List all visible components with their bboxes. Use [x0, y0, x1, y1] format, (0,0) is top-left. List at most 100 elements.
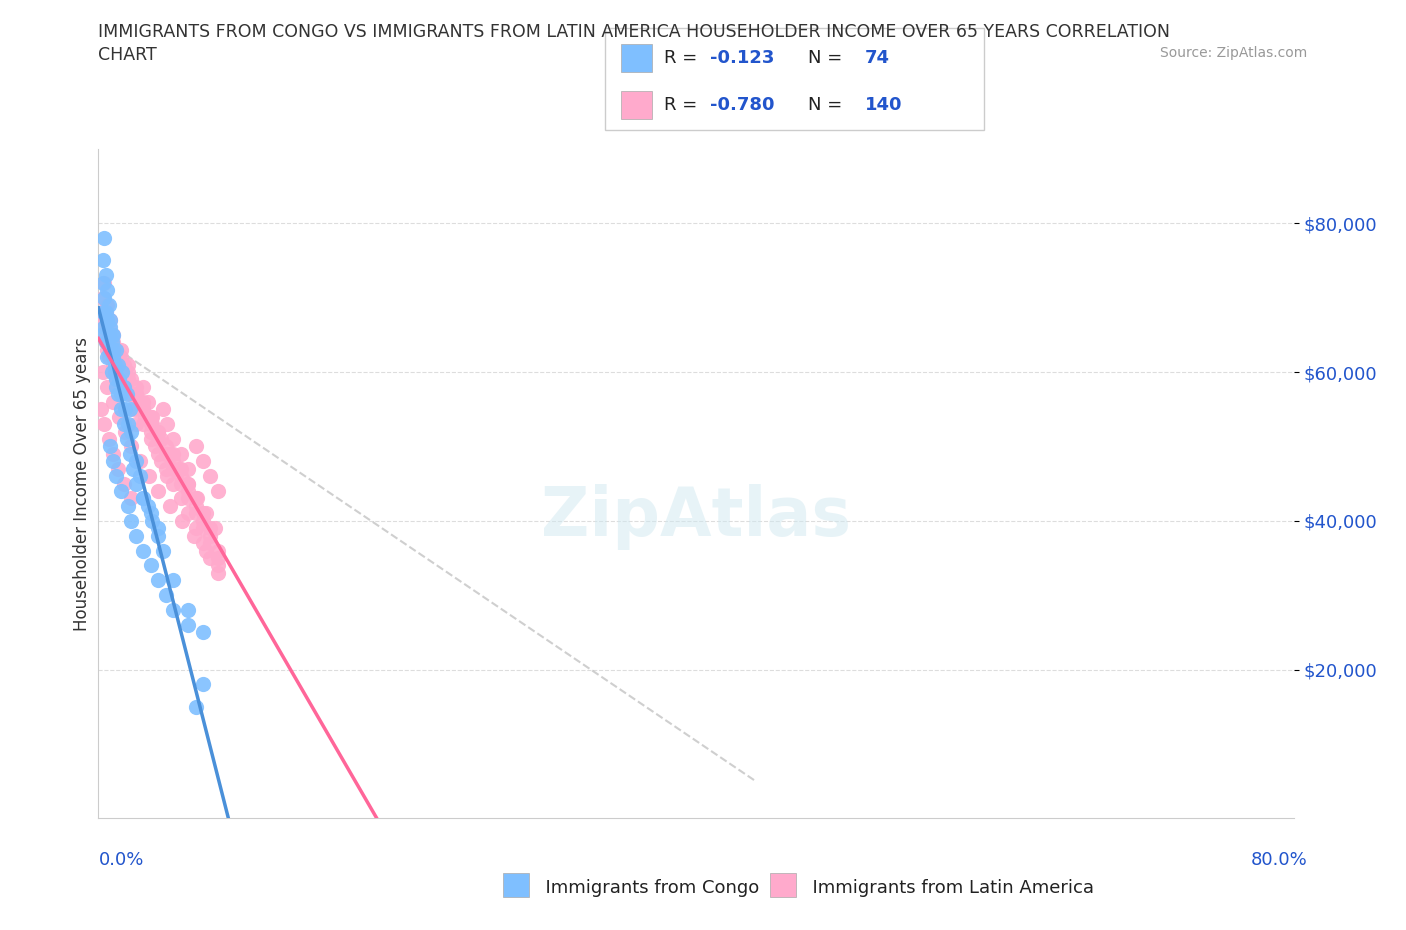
Point [94, 335, 117, 350]
Point [117, 365, 139, 379]
Point [132, 379, 155, 394]
Point [139, 409, 162, 424]
Text: 80.0%: 80.0% [1251, 851, 1308, 869]
Point [112, 379, 135, 394]
Point [98, 439, 122, 454]
Point [110, 350, 132, 365]
Point [141, 417, 163, 432]
Point [200, 528, 222, 543]
Point [98, 320, 122, 335]
Point [111, 365, 134, 379]
Point [125, 379, 148, 394]
Point [177, 476, 200, 491]
Point [94, 305, 117, 320]
Point [139, 506, 162, 521]
Point [120, 513, 142, 528]
Point [115, 387, 138, 402]
Point [103, 327, 125, 342]
Point [155, 446, 177, 461]
Point [134, 409, 156, 424]
FancyBboxPatch shape [621, 44, 652, 72]
Point [120, 439, 142, 454]
Text: Immigrants from Congo: Immigrants from Congo [534, 879, 759, 897]
Point [120, 491, 142, 506]
Point [104, 365, 127, 379]
Point [184, 506, 207, 521]
Point [112, 357, 135, 372]
Point [91, 365, 114, 379]
Text: IMMIGRANTS FROM CONGO VS IMMIGRANTS FROM LATIN AMERICA HOUSEHOLDER INCOME OVER 6: IMMIGRANTS FROM CONGO VS IMMIGRANTS FROM… [98, 23, 1170, 41]
Point [97, 320, 120, 335]
Point [191, 506, 214, 521]
Point [112, 476, 135, 491]
Point [148, 424, 170, 439]
Point [120, 387, 142, 402]
Point [148, 484, 170, 498]
Point [200, 521, 222, 536]
Point [96, 379, 118, 394]
Point [103, 327, 125, 342]
Point [91, 275, 114, 290]
Point [184, 699, 207, 714]
Point [152, 402, 174, 417]
FancyBboxPatch shape [621, 91, 652, 119]
Point [96, 312, 118, 327]
Point [184, 491, 207, 506]
Text: N =: N = [808, 48, 848, 67]
Point [139, 558, 162, 573]
Point [91, 253, 114, 268]
Text: 74: 74 [865, 48, 890, 67]
Point [177, 491, 200, 506]
Text: 140: 140 [865, 96, 903, 114]
Point [98, 312, 122, 327]
Point [167, 461, 190, 476]
Point [159, 498, 181, 513]
Point [148, 446, 170, 461]
Point [132, 543, 155, 558]
Point [125, 387, 148, 402]
Point [94, 320, 117, 335]
Point [101, 335, 124, 350]
Y-axis label: Householder Income Over 65 years: Householder Income Over 65 years [73, 337, 91, 631]
Point [107, 357, 129, 372]
Point [96, 312, 118, 327]
Point [162, 603, 184, 618]
Point [129, 394, 152, 409]
Point [115, 372, 138, 387]
Text: CHART: CHART [98, 46, 157, 64]
Point [98, 327, 122, 342]
Point [103, 342, 125, 357]
Point [114, 379, 136, 394]
Point [162, 461, 184, 476]
Point [169, 491, 191, 506]
Point [150, 454, 173, 469]
Point [200, 536, 222, 551]
Point [93, 417, 115, 432]
Point [156, 417, 179, 432]
Point [194, 506, 218, 521]
Point [141, 409, 163, 424]
Text: 0.0%: 0.0% [98, 851, 143, 869]
Point [98, 312, 122, 327]
Point [139, 417, 162, 432]
Point [155, 439, 177, 454]
Point [177, 618, 200, 632]
Point [139, 432, 162, 446]
Point [150, 432, 173, 446]
Point [148, 528, 170, 543]
Point [121, 461, 143, 476]
Point [191, 677, 214, 692]
FancyBboxPatch shape [605, 28, 984, 130]
Point [125, 528, 148, 543]
Point [162, 454, 184, 469]
Point [96, 298, 118, 312]
Point [177, 484, 200, 498]
Point [132, 417, 155, 432]
Point [101, 365, 124, 379]
Point [169, 476, 191, 491]
Point [155, 588, 177, 603]
Point [110, 402, 132, 417]
Point [120, 424, 142, 439]
Point [96, 350, 118, 365]
Point [105, 372, 128, 387]
